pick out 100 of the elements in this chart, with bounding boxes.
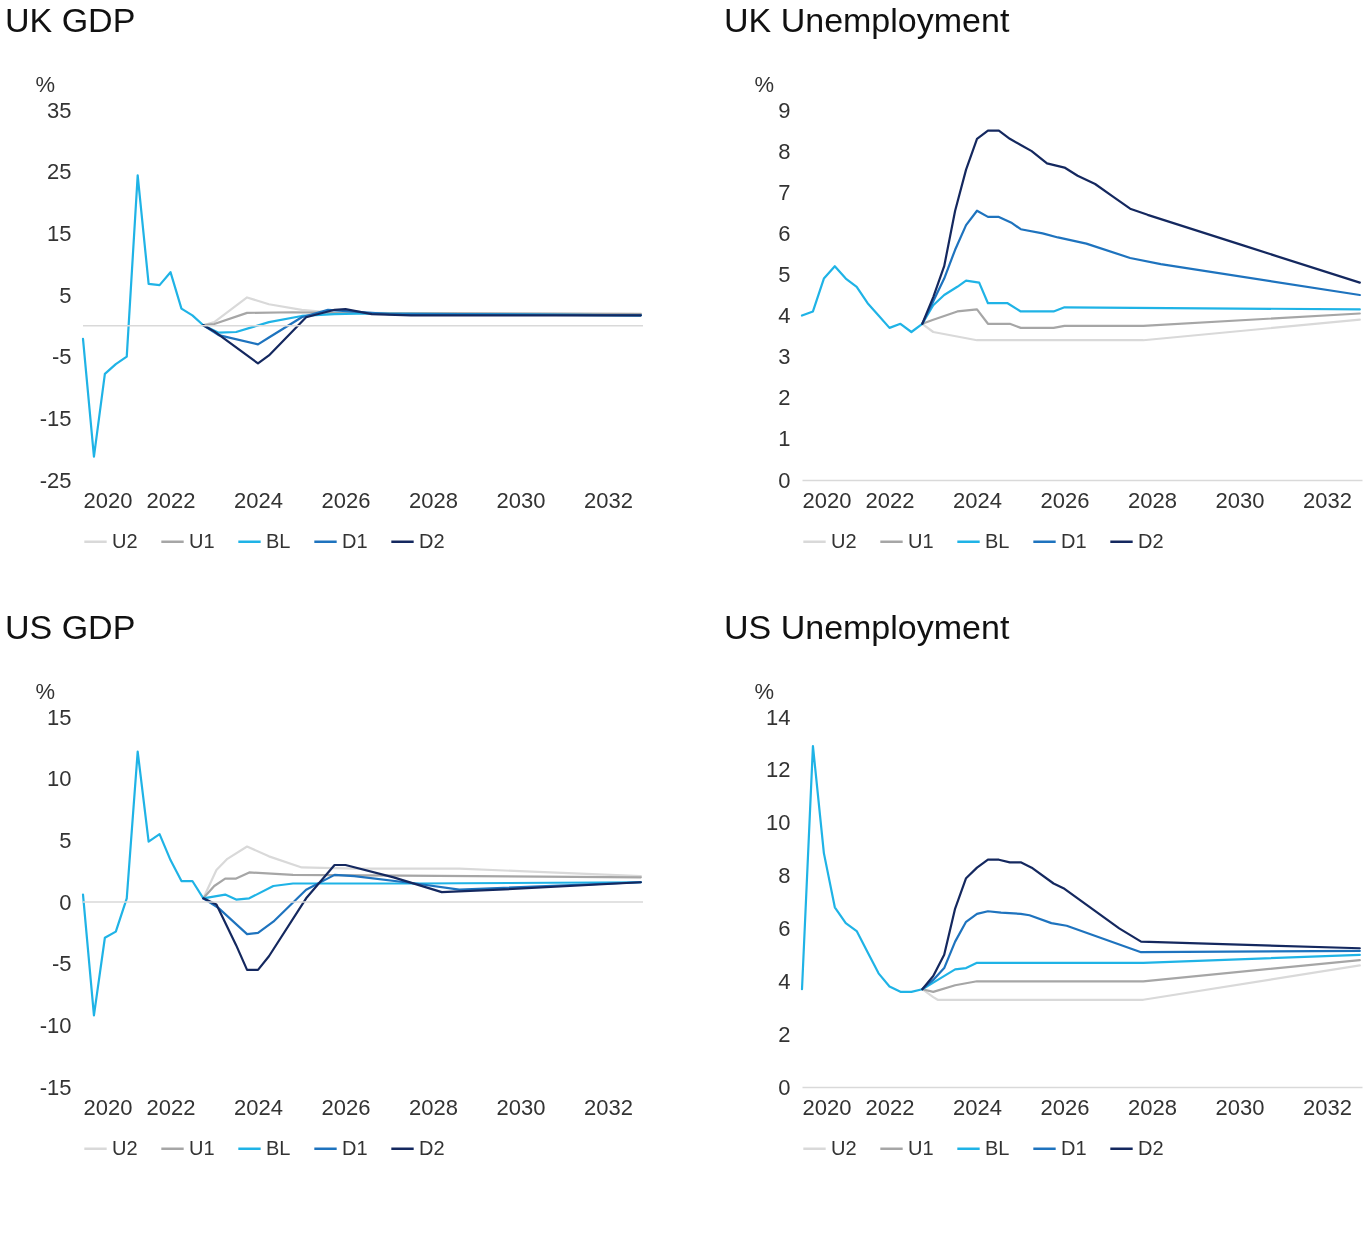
x-tick-label: 2022 bbox=[146, 1094, 196, 1120]
legend-label: BL bbox=[266, 1136, 291, 1159]
x-tick-label: 2026 bbox=[321, 1094, 371, 1120]
y-tick-label: 5 bbox=[59, 282, 72, 308]
legend-label: U1 bbox=[189, 1136, 215, 1159]
legend-label: U2 bbox=[112, 1136, 138, 1159]
y-axis-title: % bbox=[754, 678, 775, 704]
legend-label: D1 bbox=[1061, 1136, 1087, 1159]
x-tick-label: 2028 bbox=[1128, 1094, 1177, 1120]
line-series bbox=[921, 964, 1361, 1001]
y-tick-label: 15 bbox=[47, 220, 72, 246]
x-tick-label: 2028 bbox=[1128, 487, 1177, 513]
y-tick-label: -15 bbox=[39, 1074, 72, 1100]
y-tick-label: 5 bbox=[59, 827, 72, 853]
legend-label: D2 bbox=[419, 529, 445, 552]
y-tick-label: 10 bbox=[766, 810, 791, 836]
x-tick-label: 2032 bbox=[584, 1094, 633, 1120]
line-series bbox=[921, 858, 1361, 991]
y-tick-label: 5 bbox=[778, 261, 791, 287]
y-tick-label: 6 bbox=[778, 220, 791, 246]
y-axis-title: % bbox=[754, 71, 775, 97]
y-tick-label: 14 bbox=[766, 704, 791, 730]
x-tick-label: 2024 bbox=[234, 1094, 283, 1120]
y-tick-label: -5 bbox=[51, 344, 72, 370]
legend-label: D1 bbox=[1061, 529, 1087, 552]
y-tick-label: -5 bbox=[51, 951, 72, 977]
legend-label: D1 bbox=[342, 529, 368, 552]
y-tick-label: 2 bbox=[778, 385, 791, 411]
line-series bbox=[921, 129, 1361, 325]
y-tick-label: 15 bbox=[47, 704, 72, 730]
y-tick-label: 12 bbox=[766, 757, 791, 783]
x-tick-label: 2030 bbox=[496, 487, 546, 513]
line-series bbox=[202, 863, 642, 971]
legend-label: BL bbox=[985, 529, 1010, 552]
chart-title: UK GDP bbox=[5, 1, 136, 39]
y-axis-title: % bbox=[35, 71, 56, 97]
y-tick-label: 1 bbox=[778, 426, 791, 452]
line-series bbox=[921, 308, 1361, 329]
line-series bbox=[202, 871, 642, 900]
x-tick-label: 2022 bbox=[865, 1094, 915, 1120]
y-tick-label: 7 bbox=[778, 179, 791, 205]
y-tick-label: 0 bbox=[59, 889, 72, 915]
y-tick-label: 9 bbox=[778, 97, 791, 123]
y-tick-label: 4 bbox=[778, 968, 791, 994]
x-tick-label: 2024 bbox=[953, 1094, 1002, 1120]
line-series bbox=[800, 265, 1361, 334]
legend-label: U2 bbox=[831, 1136, 857, 1159]
y-tick-label: -25 bbox=[39, 467, 72, 493]
line-series bbox=[202, 308, 642, 365]
y-tick-label: 0 bbox=[778, 1074, 791, 1100]
legend-label: U2 bbox=[112, 529, 138, 552]
x-tick-label: 2032 bbox=[1303, 1094, 1352, 1120]
chart-title: UK Unemployment bbox=[724, 1, 1010, 39]
legend-label: U1 bbox=[189, 529, 215, 552]
x-tick-label: 2024 bbox=[234, 487, 283, 513]
legend-label: U1 bbox=[908, 1136, 934, 1159]
legend-label: BL bbox=[266, 529, 291, 552]
legend-label: BL bbox=[985, 1136, 1010, 1159]
x-tick-label: 2030 bbox=[1215, 1094, 1265, 1120]
legend-label: U2 bbox=[831, 529, 857, 552]
x-tick-label: 2022 bbox=[146, 487, 196, 513]
y-axis-title: % bbox=[35, 678, 56, 704]
chart-title: US Unemployment bbox=[724, 608, 1010, 646]
x-tick-label: 2030 bbox=[1215, 487, 1265, 513]
x-tick-label: 2026 bbox=[321, 487, 371, 513]
x-tick-label: 2028 bbox=[409, 1094, 458, 1120]
line-series bbox=[921, 959, 1361, 993]
y-tick-label: 4 bbox=[778, 303, 791, 329]
y-tick-label: 6 bbox=[778, 915, 791, 941]
x-tick-label: 2020 bbox=[802, 487, 852, 513]
chart-title: US GDP bbox=[5, 608, 136, 646]
x-tick-label: 2032 bbox=[1303, 487, 1352, 513]
y-tick-label: 35 bbox=[47, 97, 72, 123]
x-tick-label: 2020 bbox=[802, 1094, 852, 1120]
x-tick-label: 2026 bbox=[1040, 1094, 1090, 1120]
x-tick-label: 2026 bbox=[1040, 487, 1090, 513]
y-tick-label: -10 bbox=[39, 1012, 72, 1038]
legend-label: D2 bbox=[1138, 1136, 1164, 1159]
y-tick-label: -15 bbox=[39, 405, 72, 431]
y-tick-label: 8 bbox=[778, 138, 791, 164]
x-tick-label: 2022 bbox=[865, 487, 915, 513]
x-tick-label: 2020 bbox=[83, 1094, 133, 1120]
line-series bbox=[202, 311, 642, 327]
y-tick-label: 8 bbox=[778, 863, 791, 889]
legend-label: U1 bbox=[908, 529, 934, 552]
legend-label: D2 bbox=[419, 1136, 445, 1159]
x-tick-label: 2028 bbox=[409, 487, 458, 513]
y-tick-label: 25 bbox=[47, 159, 72, 185]
line-series bbox=[800, 744, 1361, 993]
y-tick-label: 10 bbox=[47, 766, 72, 792]
line-series bbox=[921, 318, 1361, 342]
x-tick-label: 2032 bbox=[584, 487, 633, 513]
legend-label: D2 bbox=[1138, 529, 1164, 552]
line-series bbox=[921, 910, 1361, 991]
y-tick-label: 0 bbox=[778, 467, 791, 493]
x-tick-label: 2030 bbox=[496, 1094, 546, 1120]
y-tick-label: 3 bbox=[778, 344, 791, 370]
y-tick-label: 2 bbox=[778, 1021, 791, 1047]
line-series bbox=[921, 209, 1361, 325]
x-tick-label: 2024 bbox=[953, 487, 1002, 513]
